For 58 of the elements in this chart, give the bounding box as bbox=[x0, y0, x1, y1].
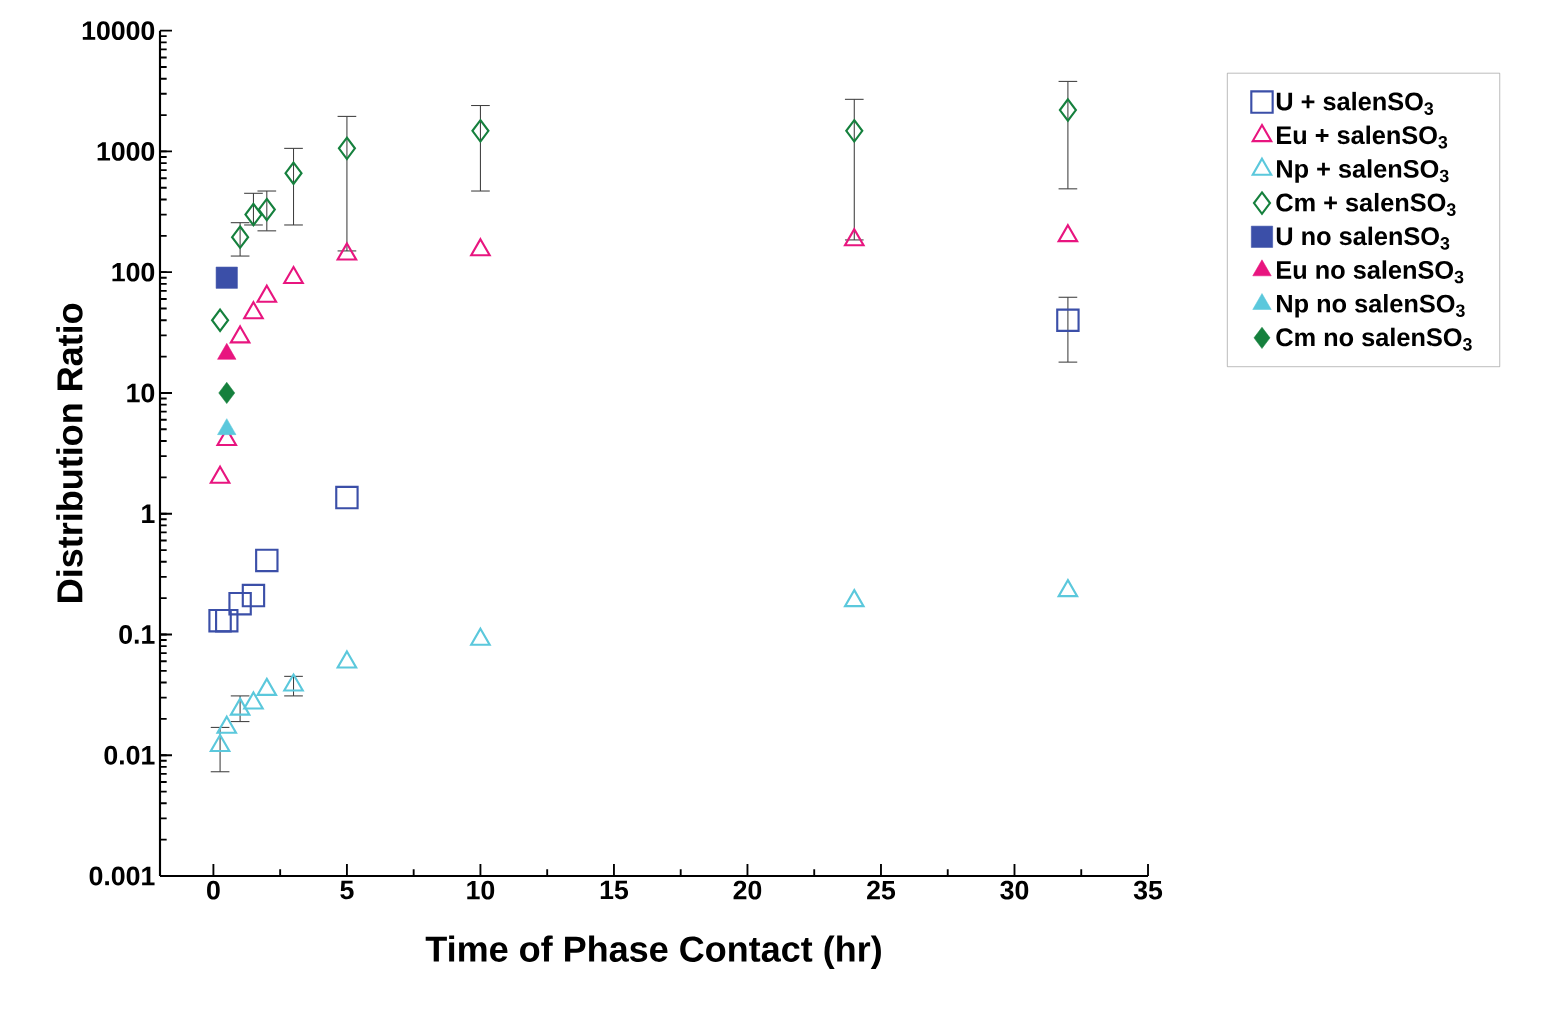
point bbox=[284, 161, 303, 186]
point bbox=[1056, 308, 1080, 333]
point bbox=[1057, 224, 1079, 243]
point bbox=[243, 301, 264, 320]
x-axis-title: Time of Phase Contact (hr) bbox=[425, 935, 881, 970]
point bbox=[215, 266, 238, 289]
point bbox=[244, 203, 263, 227]
point bbox=[336, 650, 358, 669]
point bbox=[217, 343, 237, 360]
point bbox=[1058, 98, 1077, 122]
legend-label: Np + salenSO$_{3}$ bbox=[1277, 159, 1449, 184]
y-tick-label: 10000 bbox=[82, 21, 155, 41]
point bbox=[471, 119, 490, 143]
legend-label: Cm + salenSO$_{3}$ bbox=[1276, 193, 1456, 217]
legend-label: Np no salenSO$_{3}$ bbox=[1277, 294, 1465, 318]
point bbox=[229, 325, 251, 344]
point bbox=[336, 242, 358, 261]
point bbox=[283, 673, 304, 692]
legend-label: U + salenSO$_{3}$ bbox=[1276, 92, 1434, 116]
y-tick-label: 1 bbox=[142, 504, 155, 524]
y-tick-label: 1000 bbox=[97, 142, 155, 162]
point bbox=[1057, 579, 1079, 598]
y-tick-label: 0.01 bbox=[104, 745, 155, 765]
point bbox=[229, 697, 251, 716]
point bbox=[337, 136, 356, 161]
x-tick-label: 20 bbox=[733, 880, 762, 900]
point bbox=[217, 418, 237, 436]
point bbox=[211, 308, 230, 333]
point bbox=[843, 589, 865, 608]
x-tick-label: 35 bbox=[1133, 880, 1163, 900]
y-tick-label: 100 bbox=[112, 262, 155, 282]
point bbox=[257, 198, 276, 222]
point bbox=[843, 228, 865, 247]
legend-label: U no salenSO$_{3}$ bbox=[1276, 226, 1450, 250]
legend-label: Eu + salenSO$_{3}$ bbox=[1277, 125, 1448, 149]
x-tick-label: 0 bbox=[207, 880, 220, 900]
y-tick-label: 0.1 bbox=[119, 625, 155, 645]
y-tick-label: 0.001 bbox=[89, 866, 155, 886]
legend-label: Cm no salenSO$_{3}$ bbox=[1276, 327, 1472, 351]
point bbox=[283, 266, 304, 285]
point bbox=[845, 119, 864, 143]
point bbox=[470, 627, 491, 646]
point bbox=[470, 238, 491, 257]
x-tick-label: 30 bbox=[1000, 880, 1029, 900]
y-tick-label: 10 bbox=[127, 383, 155, 403]
x-tick-label: 15 bbox=[600, 880, 629, 900]
point bbox=[243, 691, 264, 710]
legend-label: Eu no salenSO$_{3}$ bbox=[1277, 260, 1464, 284]
point bbox=[231, 225, 250, 250]
x-tick-label: 25 bbox=[867, 880, 896, 900]
point bbox=[256, 284, 278, 303]
point bbox=[209, 465, 231, 484]
x-tick-label: 5 bbox=[340, 880, 354, 900]
y-axis-title: Distribution Ratio bbox=[56, 303, 83, 603]
point bbox=[209, 734, 231, 753]
x-tick-label: 10 bbox=[467, 880, 495, 900]
point bbox=[256, 677, 278, 697]
point bbox=[216, 715, 238, 734]
